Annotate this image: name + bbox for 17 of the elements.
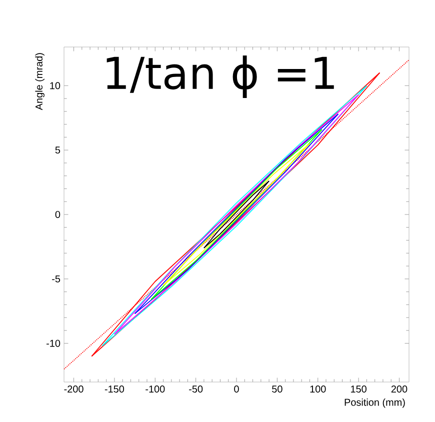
- annotation: 1/tan ϕ =1: [106, 56, 334, 98]
- y-tick-label: 10: [50, 82, 60, 90]
- y-axis-title: Angle (mrad): [35, 53, 44, 110]
- y-tick-label: 5: [55, 146, 60, 154]
- y-tick-label: -10: [46, 340, 60, 347]
- x-tick-label: 200: [391, 386, 408, 393]
- x-tick-label: 0: [234, 386, 239, 393]
- x-tick-label: -150: [104, 386, 124, 393]
- x-tick-label: -200: [64, 386, 84, 393]
- x-tick-label: -50: [189, 386, 203, 393]
- x-axis-title: Position (mm): [344, 398, 405, 408]
- x-tick-label: 100: [310, 386, 326, 393]
- x-tick-label: -100: [146, 386, 165, 393]
- y-tick-label: -5: [52, 275, 60, 282]
- y-tick-label: 0: [55, 210, 60, 218]
- x-tick-label: 50: [272, 386, 282, 393]
- x-tick-label: 150: [351, 386, 366, 393]
